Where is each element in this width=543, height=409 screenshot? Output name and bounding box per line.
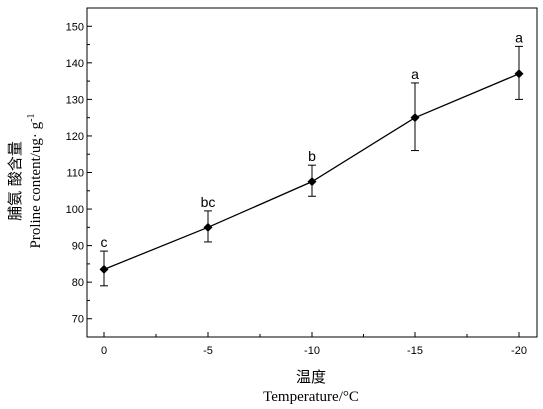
significance-label: a [411,66,419,82]
x-axis-title-cn: 温度 [296,368,326,386]
y-tick-label: 120 [66,131,84,143]
data-point [410,113,420,123]
y-tick-label: 150 [66,21,84,33]
y-tick-label: 80 [72,277,84,289]
significance-label: a [515,29,523,45]
y-axis-title: Proline content/ug· g-1 [26,114,44,249]
x-axis-ticks: 0 -5 -10 -15 -20 [101,332,527,357]
x-axis-title: Temperature/°C [263,389,359,405]
x-tick-label: -20 [511,345,527,357]
significance-label: bc [201,194,216,210]
x-tick-label: -5 [203,345,213,357]
y-tick-label: 70 [72,314,84,326]
data-point [203,222,213,232]
data-point [514,69,524,79]
y-tick-label: 130 [66,94,84,106]
y-tick-label: 110 [66,168,84,180]
y-axis-title-cn: 脯氨 酸含量 [6,141,24,221]
significance-label: c [101,234,108,250]
x-tick-label: -15 [407,345,423,357]
y-axis-title-cn-group: 脯氨 酸含量 [6,141,24,221]
data-point [307,177,317,187]
y-axis-title-sup: -1 [26,114,37,122]
x-tick-label: -10 [304,345,320,357]
y-tick-label: 140 [66,58,84,70]
y-axis-title-group: Proline content/ug· g-1 [26,114,44,249]
y-axis-ticks: 70 80 90 100 110 120 130 140 150 [66,7,92,338]
y-axis-title-text: Proline content/ug· g [28,121,44,248]
data-point [99,264,109,274]
y-tick-label: 90 [72,241,84,253]
series-layer: c bc b a a [99,29,524,287]
y-tick-label: 100 [66,204,84,216]
x-tick-label: 0 [101,345,107,357]
significance-label: b [308,148,316,164]
